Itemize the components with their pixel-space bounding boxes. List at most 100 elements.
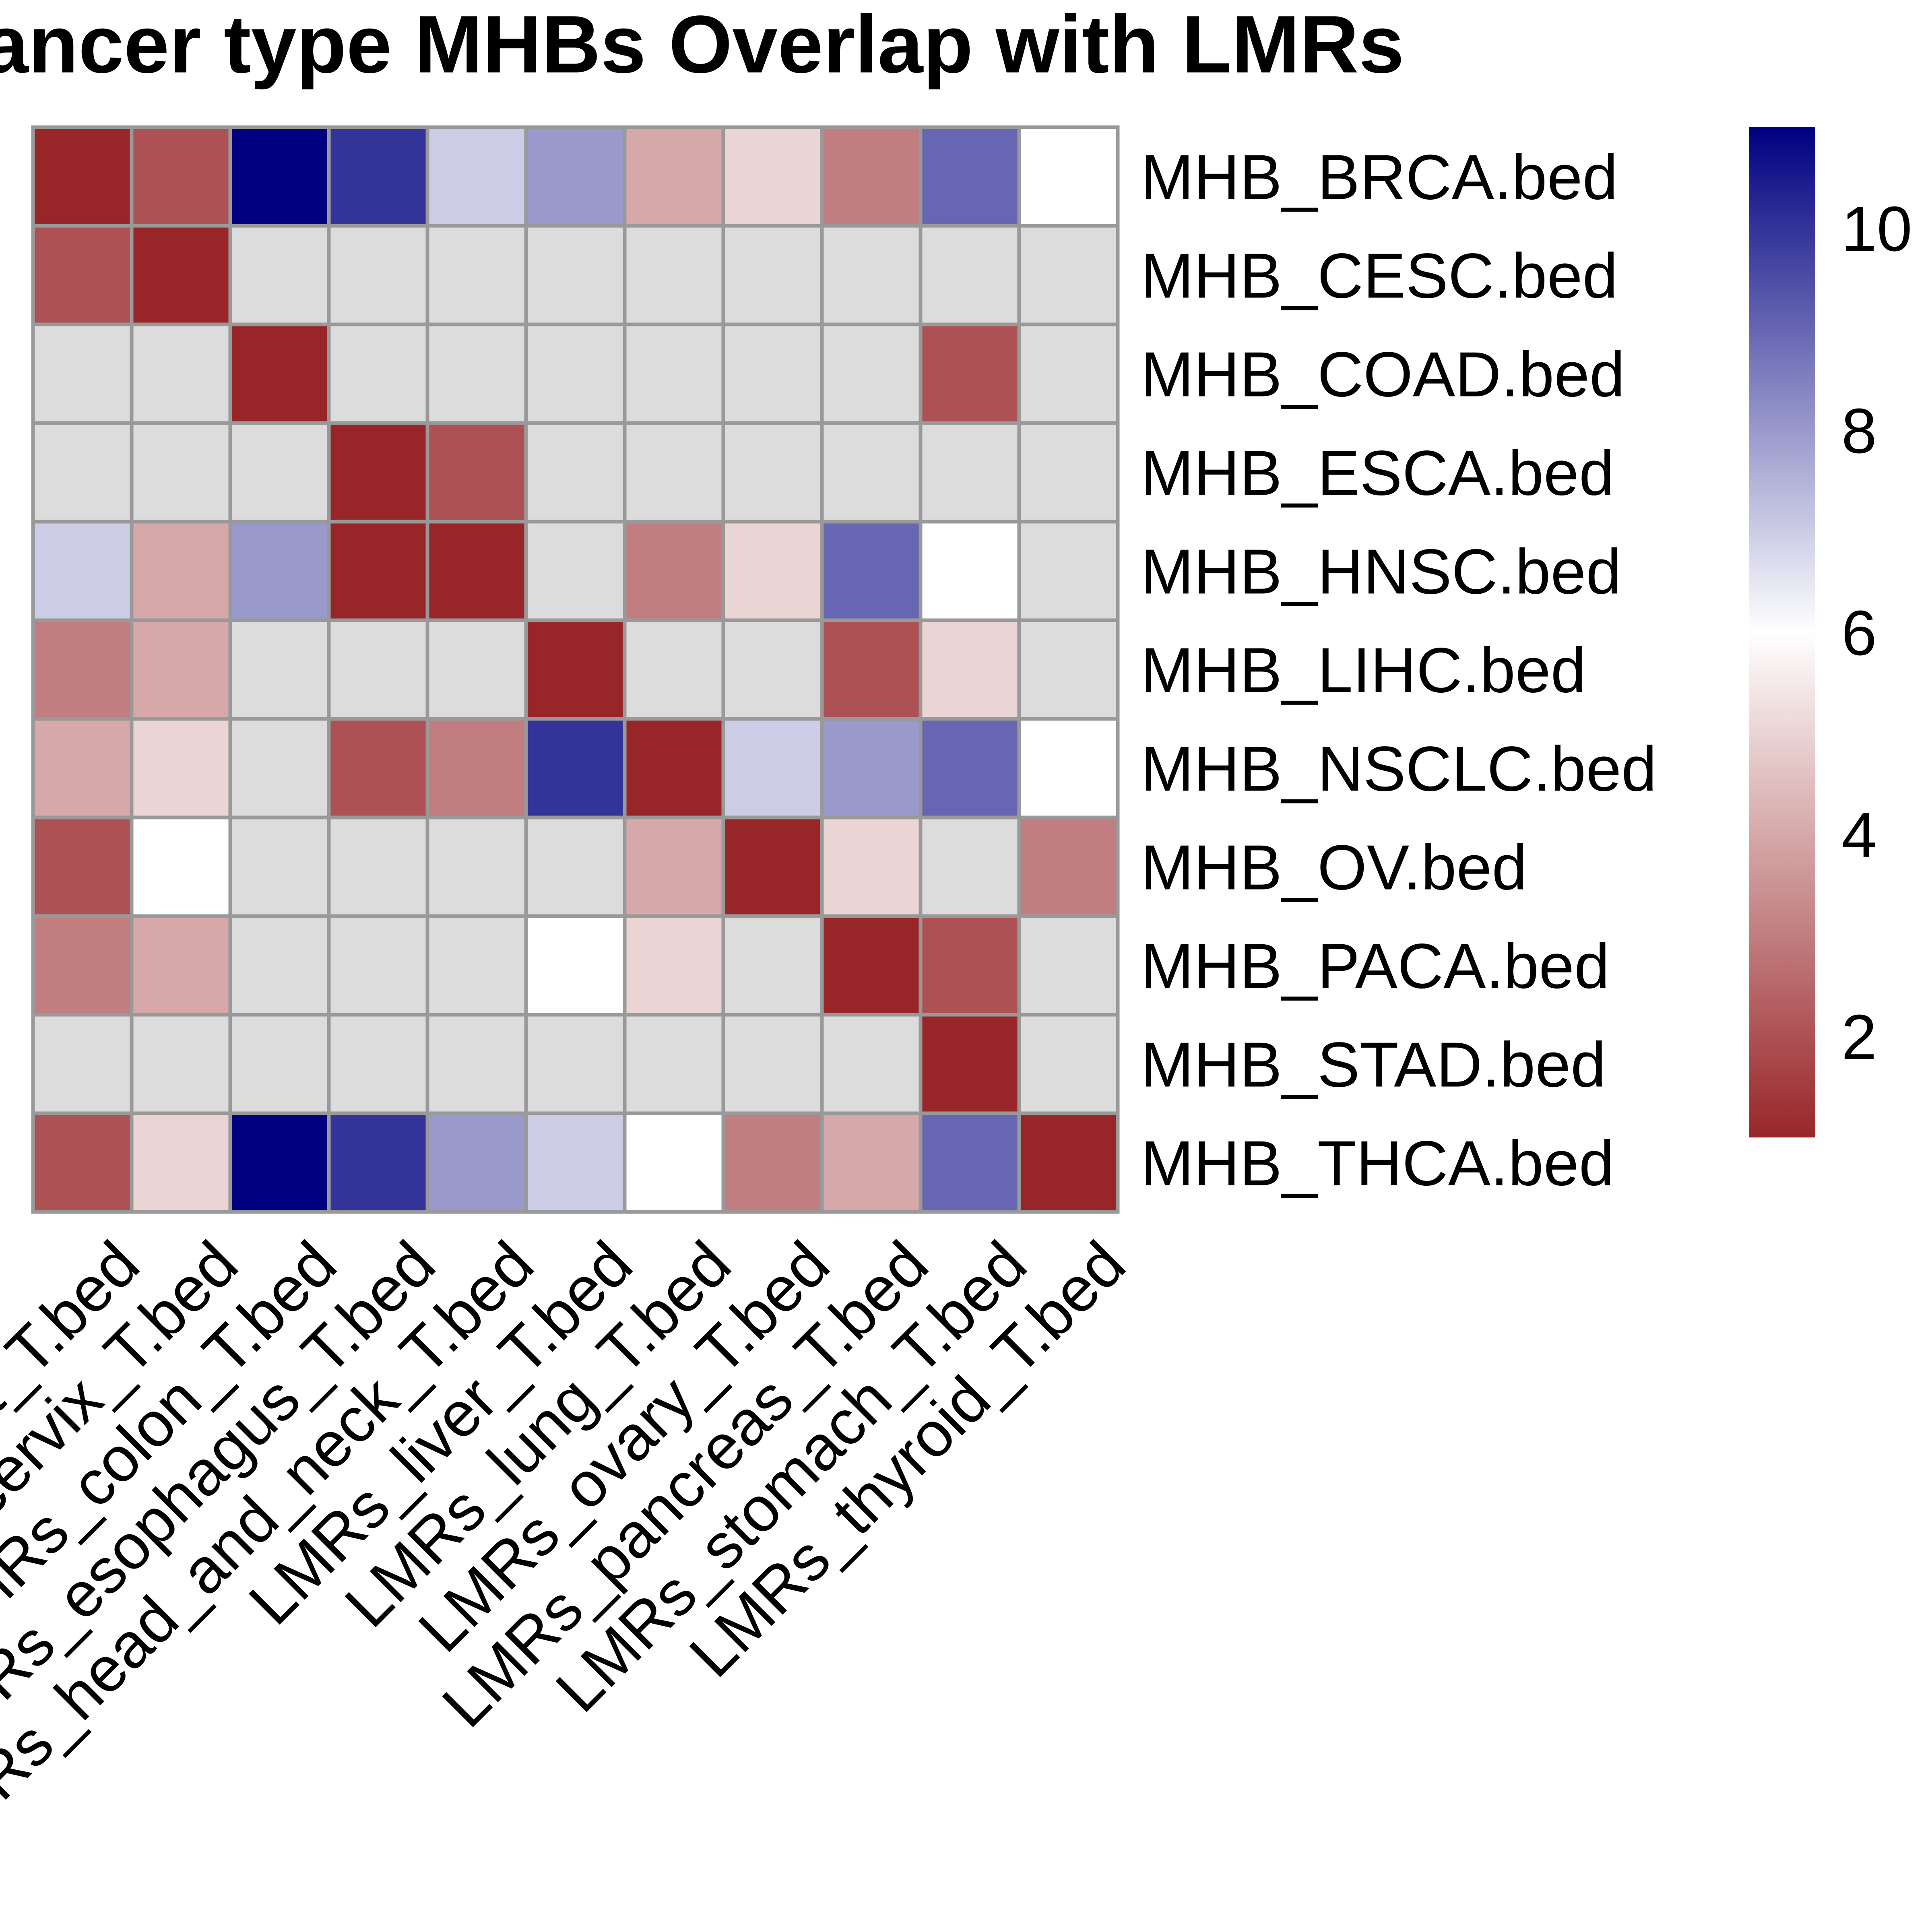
- color-legend: 2 4 6 8 10: [1749, 127, 1912, 1137]
- heatmap-cell: [228, 322, 331, 425]
- heatmap-cell: [31, 1013, 134, 1115]
- chart-title: Cancer type MHBs Overlap with LMRs: [0, 0, 1404, 90]
- heatmap-cell: [228, 717, 331, 819]
- heatmap-cell: [524, 815, 627, 918]
- heatmap-cell: [130, 520, 232, 622]
- row-label: MHB_STAD.bed: [1141, 1030, 1606, 1100]
- heatmap-cell: [623, 914, 725, 1017]
- legend-tick-label: 10: [1841, 194, 1912, 264]
- heatmap-cell: [524, 322, 627, 425]
- heatmap-cell: [1017, 1111, 1120, 1214]
- heatmap-cell: [1017, 618, 1120, 721]
- heatmap-cell: [327, 125, 429, 228]
- heatmap-cell: [1017, 421, 1120, 524]
- row-label: MHB_OV.bed: [1141, 832, 1527, 903]
- heatmap-cell: [524, 520, 627, 622]
- heatmap-cell: [425, 224, 528, 326]
- heatmap-cell: [820, 520, 923, 622]
- heatmap-cell: [31, 224, 134, 326]
- heatmap-cell: [919, 224, 1021, 326]
- heatmap-cell: [524, 125, 627, 228]
- heatmap-cell: [820, 125, 923, 228]
- heatmap-cell: [130, 421, 232, 524]
- heatmap-cell: [919, 421, 1021, 524]
- heatmap-cell: [820, 914, 923, 1017]
- heatmap-cell: [721, 224, 824, 326]
- heatmap-cell: [1017, 914, 1120, 1017]
- heatmap-cell: [1017, 1013, 1120, 1115]
- heatmap-cell: [721, 1013, 824, 1115]
- row-label: MHB_HNSC.bed: [1141, 537, 1621, 607]
- heatmap-cell: [919, 520, 1021, 622]
- legend-tick-label: 2: [1841, 1002, 1877, 1073]
- heatmap-cell: [919, 1111, 1021, 1214]
- heatmap-cell: [721, 421, 824, 524]
- heatmap-cell: [31, 421, 134, 524]
- row-label: MHB_NSCLC.bed: [1141, 734, 1657, 805]
- heatmap-cell: [820, 1013, 923, 1115]
- heatmap-cell: [228, 1111, 331, 1214]
- heatmap-cell: [130, 125, 232, 228]
- heatmap-cell: [327, 815, 429, 918]
- heatmap-cell: [919, 914, 1021, 1017]
- heatmap-cell: [31, 1111, 134, 1214]
- heatmap-cell: [425, 322, 528, 425]
- heatmap-cell: [327, 322, 429, 425]
- heatmap-cell: [327, 618, 429, 721]
- heatmap-cell: [130, 914, 232, 1017]
- heatmap-cell: [721, 914, 824, 1017]
- heatmap-cell: [524, 1013, 627, 1115]
- heatmap-cell: [919, 1013, 1021, 1115]
- heatmap-cell: [721, 717, 824, 819]
- heatmap-cell: [919, 322, 1021, 425]
- heatmap-cell: [623, 1013, 725, 1115]
- heatmap-cell: [623, 717, 725, 819]
- heatmap-cell: [820, 322, 923, 425]
- heatmap-cell: [820, 224, 923, 326]
- heatmap-cell: [820, 421, 923, 524]
- heatmap-cell: [425, 914, 528, 1017]
- heatmap-cell: [228, 618, 331, 721]
- heatmap-cell: [1017, 322, 1120, 425]
- heatmap-cell: [228, 914, 331, 1017]
- heatmap-cell: [1017, 224, 1120, 326]
- row-label: MHB_PACA.bed: [1141, 931, 1610, 1002]
- heatmap-cell: [919, 815, 1021, 918]
- heatmap-cell: [721, 618, 824, 721]
- heatmap-cell: [721, 125, 824, 228]
- heatmap-cell: [327, 914, 429, 1017]
- heatmap-cell: [425, 618, 528, 721]
- heatmap-cell: [130, 618, 232, 721]
- heatmap-cell: [31, 322, 134, 425]
- heatmap-cell: [721, 520, 824, 622]
- heatmap-cells: [31, 125, 1120, 1214]
- row-label: MHB_COAD.bed: [1141, 339, 1625, 410]
- row-label: MHB_CESC.bed: [1141, 241, 1618, 312]
- heatmap-cell: [228, 421, 331, 524]
- heatmap-cell: [228, 520, 331, 622]
- heatmap-cell: [425, 520, 528, 622]
- heatmap-cell: [721, 322, 824, 425]
- heatmap-cell: [31, 717, 134, 819]
- heatmap-cell: [524, 224, 627, 326]
- legend-tick-label: 6: [1841, 598, 1877, 669]
- heatmap-cell: [130, 815, 232, 918]
- heatmap-cell: [425, 1111, 528, 1214]
- heatmap-cell: [327, 1111, 429, 1214]
- row-label: MHB_BRCA.bed: [1141, 142, 1618, 213]
- heatmap-cell: [425, 421, 528, 524]
- heatmap-cell: [524, 914, 627, 1017]
- heatmap-cell: [130, 1111, 232, 1214]
- heatmap-cell: [327, 717, 429, 819]
- heatmap-cell: [31, 618, 134, 721]
- heatmap-cell: [425, 815, 528, 918]
- heatmap-cell: [130, 717, 232, 819]
- heatmap-cell: [228, 125, 331, 228]
- heatmap-cell: [623, 1111, 725, 1214]
- row-label: MHB_LIHC.bed: [1141, 635, 1586, 706]
- heatmap-cell: [623, 322, 725, 425]
- heatmap-cell: [820, 618, 923, 721]
- heatmap-cell: [820, 815, 923, 918]
- heatmap-cell: [425, 125, 528, 228]
